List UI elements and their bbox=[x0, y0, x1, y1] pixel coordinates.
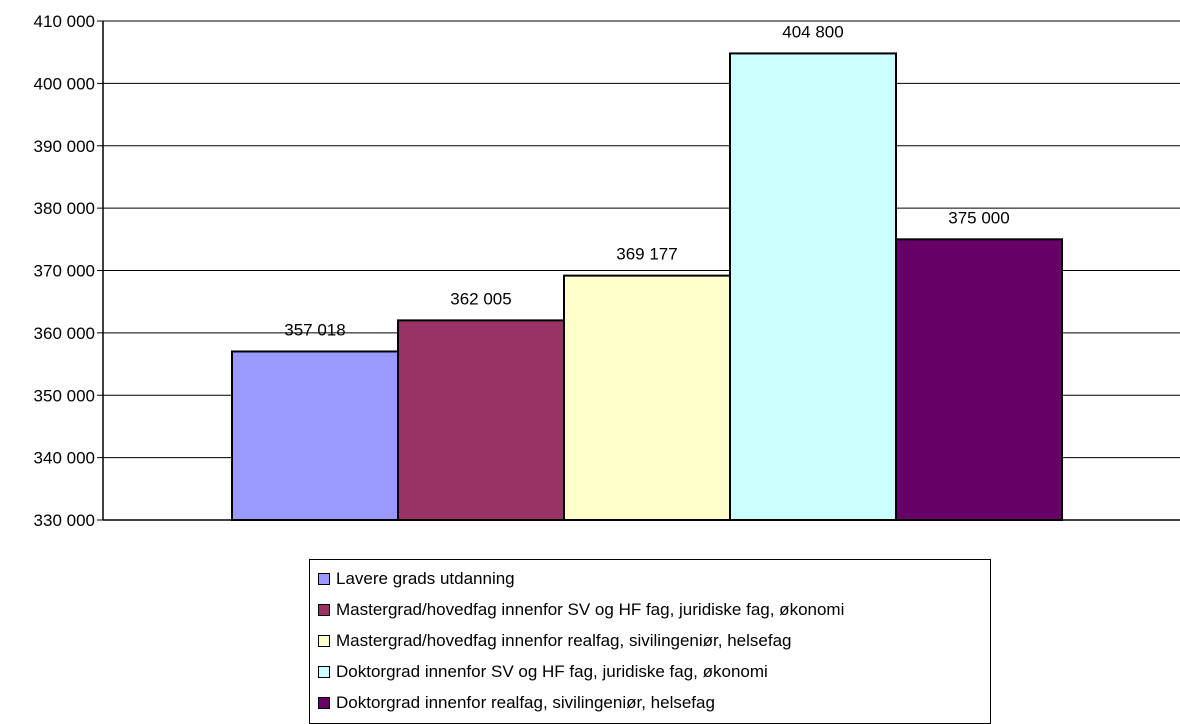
legend-item: Doktorgrad innenfor SV og HF fag, juridi… bbox=[318, 659, 768, 685]
bar-chart: 330 000 340 000 350 000 360 000 370 000 380 0… bbox=[34, 12, 1180, 530]
legend-swatch bbox=[318, 697, 330, 709]
bar bbox=[231, 350, 399, 521]
data-labels: 357 018 362 005 369 177 404 800 375 000 bbox=[284, 22, 1009, 339]
bar bbox=[729, 52, 897, 522]
legend-label: Mastergrad/hovedfag innenfor SV og HF fa… bbox=[336, 600, 845, 619]
y-tick-label: 400 000 bbox=[34, 74, 95, 93]
legend-item: Doktorgrad innenfor realfag, sivilingeni… bbox=[318, 690, 715, 716]
y-tick-label: 380 000 bbox=[34, 199, 95, 218]
legend-swatch bbox=[318, 635, 330, 647]
legend-label: Doktorgrad innenfor realfag, sivilingeni… bbox=[336, 693, 715, 712]
data-label: 404 800 bbox=[782, 22, 843, 41]
data-label: 362 005 bbox=[450, 289, 511, 308]
data-label: 369 177 bbox=[616, 245, 677, 264]
legend-item: Lavere grads utdanning bbox=[318, 566, 515, 592]
legend-item: Mastergrad/hovedfag innenfor realfag, si… bbox=[318, 628, 792, 654]
legend-swatch bbox=[318, 666, 330, 678]
y-tick-label: 360 000 bbox=[34, 324, 95, 343]
y-tick-label: 410 000 bbox=[34, 12, 95, 31]
legend-swatch bbox=[318, 573, 330, 585]
bar bbox=[397, 319, 565, 521]
axes: 330 000 340 000 350 000 360 000 370 000 380 0… bbox=[34, 12, 1180, 530]
bar bbox=[563, 274, 731, 521]
legend-swatch bbox=[318, 604, 330, 616]
y-tick-label: 370 000 bbox=[34, 262, 95, 281]
legend-item: Mastergrad/hovedfag innenfor SV og HF fa… bbox=[318, 597, 844, 623]
legend-label: Lavere grads utdanning bbox=[336, 569, 515, 588]
bars bbox=[231, 52, 1063, 522]
legend-label: Doktorgrad innenfor SV og HF fag, juridi… bbox=[336, 662, 768, 681]
data-label: 357 018 bbox=[284, 320, 345, 339]
y-tick-label: 340 000 bbox=[34, 449, 95, 468]
legend-label: Mastergrad/hovedfag innenfor realfag, si… bbox=[336, 631, 792, 650]
legend: Lavere grads utdanning Mastergrad/hovedfa… bbox=[309, 559, 991, 724]
y-tick-label: 330 000 bbox=[34, 511, 95, 530]
y-tick-label: 350 000 bbox=[34, 386, 95, 405]
y-tick-label: 390 000 bbox=[34, 137, 95, 156]
bar bbox=[895, 238, 1063, 521]
data-label: 375 000 bbox=[948, 208, 1009, 227]
